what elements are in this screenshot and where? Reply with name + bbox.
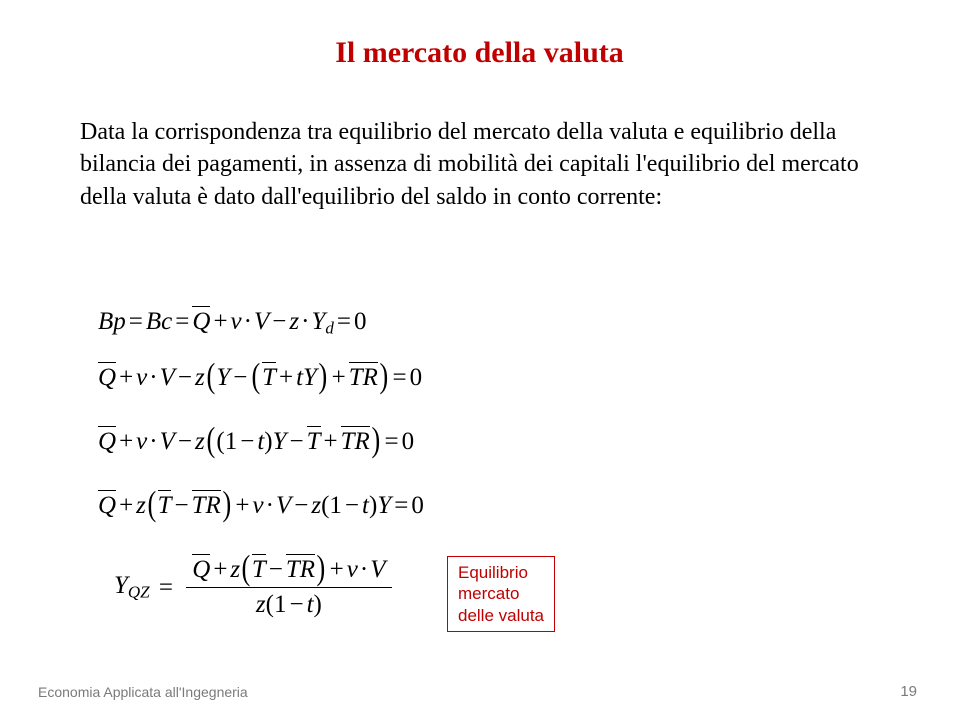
equation-1: Bp=Bc=Q+ν·V−z·Yd=0 <box>98 308 366 338</box>
callout-line-2: mercato <box>458 583 544 604</box>
callout-box: Equilibrio mercato delle valuta <box>447 556 555 632</box>
callout-line-3: delle valuta <box>458 605 544 626</box>
equation-3: Q+ν·V−z((1−t)Y−T+TR)=0 <box>98 428 414 456</box>
body-paragraph: Data la corrispondenza tra equilibrio de… <box>80 116 890 213</box>
equation-4: Q+z(T−TR)+ν·V−z(1−t)Y=0 <box>98 492 424 520</box>
equation-5: YQZ = Q+z(T−TR)+ν·V z(1−t) <box>114 556 396 619</box>
callout-line-1: Equilibrio <box>458 562 544 583</box>
footer-left: Economia Applicata all'Ingegneria <box>38 684 248 700</box>
slide-title: Il mercato della valuta <box>0 36 959 70</box>
equation-2: Q+ν·V−z(Y−(T+tY)+TR)=0 <box>98 364 422 392</box>
footer-page-number: 19 <box>900 683 917 700</box>
slide: Il mercato della valuta Data la corrispo… <box>0 0 959 718</box>
